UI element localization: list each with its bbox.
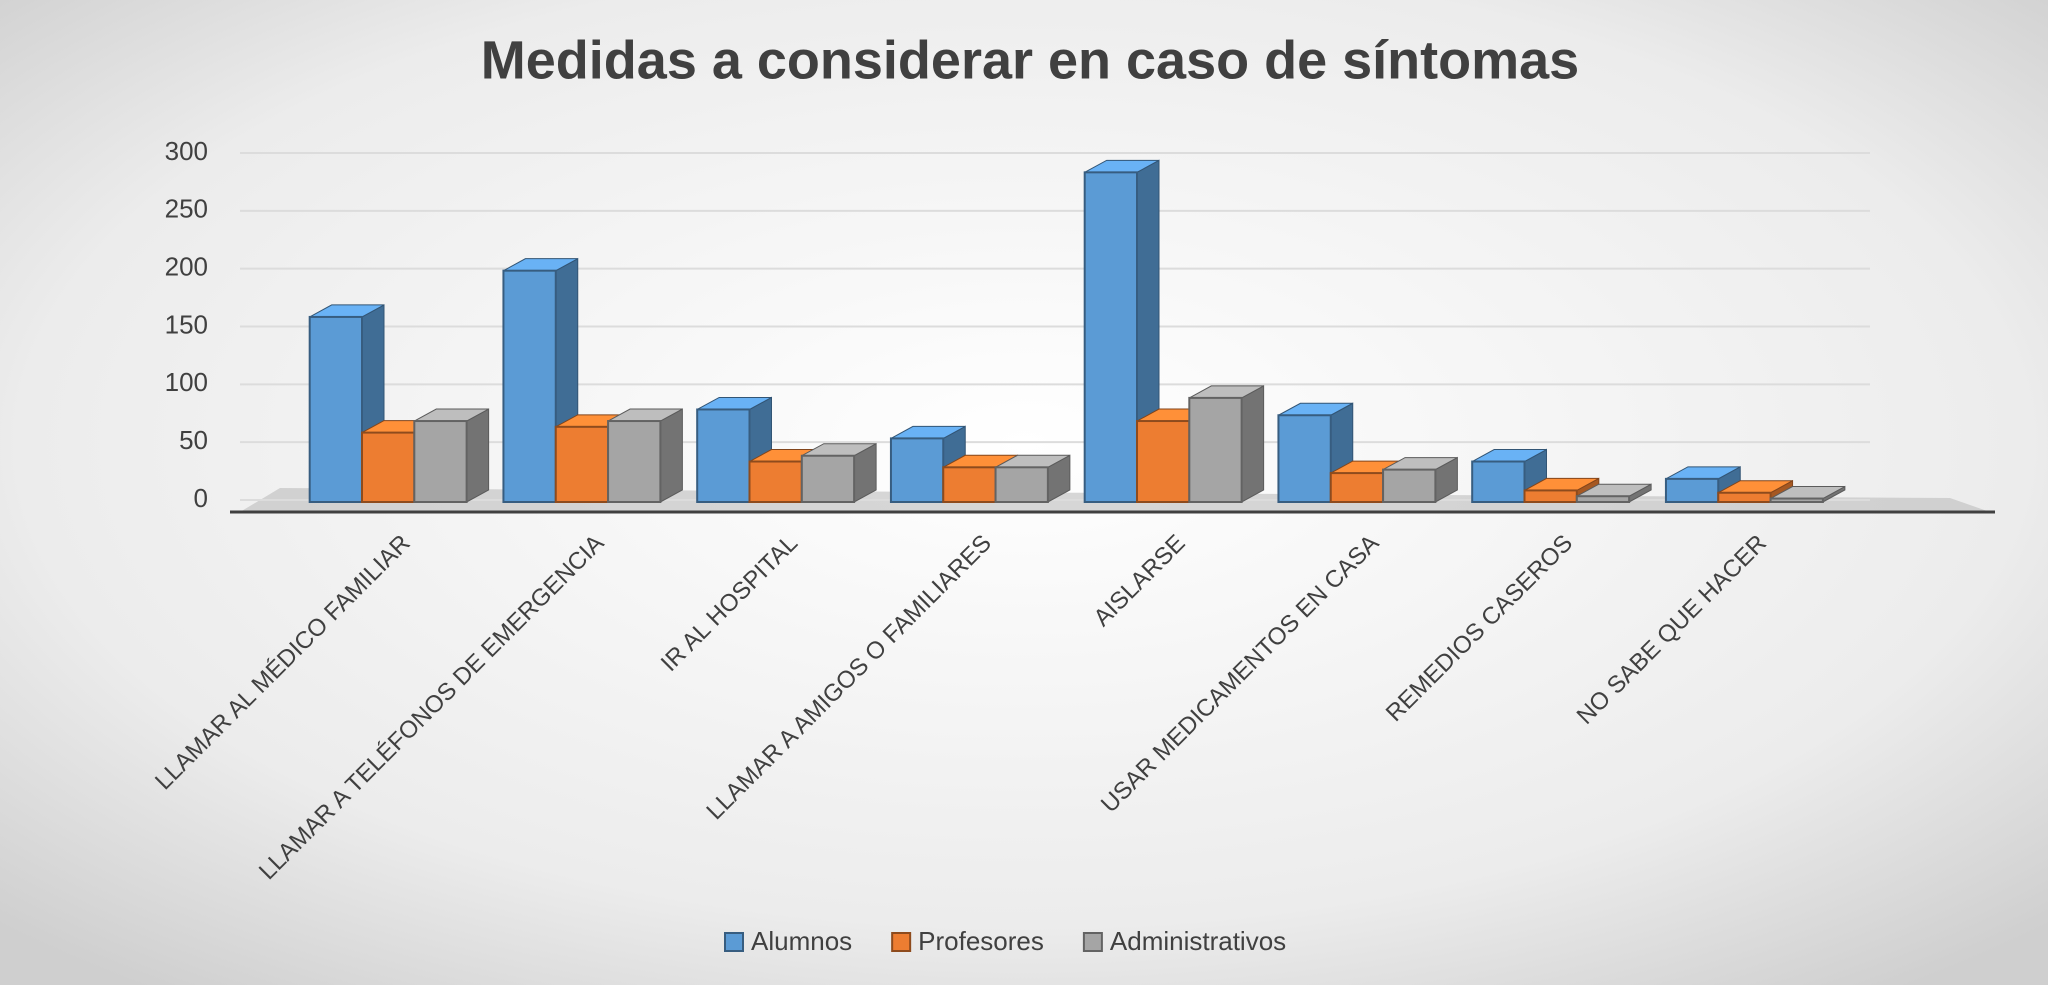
y-tick-label: 200 xyxy=(165,252,208,282)
bar xyxy=(554,425,610,504)
bar-side xyxy=(1241,385,1265,503)
bar xyxy=(1382,468,1437,504)
legend-swatch xyxy=(891,932,912,952)
legend-swatch xyxy=(724,932,744,952)
legend-label: Profesores xyxy=(918,926,1044,956)
bar xyxy=(1523,489,1578,503)
bar xyxy=(889,437,945,503)
legend-label: Administrativos xyxy=(1110,926,1286,956)
y-tick-label: 300 xyxy=(165,136,208,166)
legend-swatch xyxy=(1082,932,1103,952)
bar xyxy=(1717,491,1772,504)
y-tick-label: 50 xyxy=(179,425,208,455)
bar xyxy=(607,420,662,503)
legend-label: Alumnos xyxy=(751,926,852,956)
bar xyxy=(800,454,856,504)
y-tick-label: 0 xyxy=(194,483,208,513)
bar xyxy=(413,420,468,503)
bar xyxy=(308,315,363,503)
bar-side xyxy=(466,408,490,503)
bar xyxy=(1277,414,1332,503)
bar xyxy=(1329,472,1385,504)
bar xyxy=(748,460,803,503)
bar xyxy=(1136,420,1191,503)
bar xyxy=(1083,171,1138,503)
bar xyxy=(942,466,997,503)
y-tick-label: 100 xyxy=(165,367,208,397)
bar xyxy=(1188,396,1243,503)
bar xyxy=(502,269,557,503)
bar xyxy=(696,408,751,504)
y-tick-label: 250 xyxy=(165,194,208,224)
chart-title: Medidas a considerar en caso de síntomas xyxy=(481,30,1579,90)
bar xyxy=(1575,495,1631,504)
bar-side xyxy=(659,408,683,503)
bar xyxy=(994,466,1049,503)
bar xyxy=(1769,497,1824,503)
bar xyxy=(1471,460,1526,503)
bar xyxy=(1664,477,1720,504)
bar xyxy=(361,431,416,504)
y-tick-label: 150 xyxy=(165,309,208,339)
